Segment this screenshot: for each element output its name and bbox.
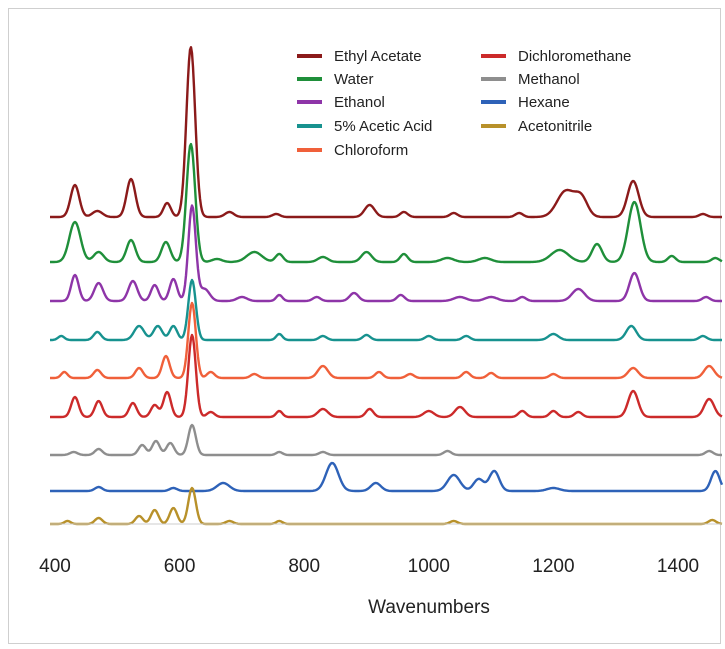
legend-item: Water bbox=[297, 71, 373, 88]
series-line-5-acetic-acid bbox=[49, 278, 723, 342]
series-line-ethanol bbox=[49, 204, 723, 303]
x-tick-label: 1200 bbox=[532, 556, 574, 577]
legend-label: Ethyl Acetate bbox=[334, 48, 422, 65]
chart-frame bbox=[8, 8, 721, 644]
legend-item: Ethyl Acetate bbox=[297, 48, 422, 65]
x-axis-title: Wavenumbers bbox=[368, 597, 490, 618]
series-line-acetonitrile bbox=[49, 486, 723, 526]
legend-label: 5% Acetic Acid bbox=[334, 118, 432, 135]
legend-label: Methanol bbox=[518, 71, 580, 88]
series-line-methanol bbox=[49, 423, 723, 457]
x-tick-label: 400 bbox=[39, 556, 71, 577]
legend-item: Chloroform bbox=[297, 142, 408, 159]
legend-item: Hexane bbox=[481, 94, 570, 111]
series-line-water bbox=[49, 142, 723, 264]
legend-item: Methanol bbox=[481, 71, 580, 88]
legend-label: Dichloromethane bbox=[518, 48, 631, 65]
legend-label: Hexane bbox=[518, 94, 570, 111]
legend-label: Ethanol bbox=[334, 94, 385, 111]
x-tick-label: 1400 bbox=[657, 556, 699, 577]
legend: Ethyl Acetate Water Ethanol 5% Acetic Acid C… bbox=[297, 48, 631, 159]
x-tick-label: 600 bbox=[164, 556, 196, 577]
x-axis-ticks: 400 600 800 1000 1200 1400 bbox=[39, 556, 699, 577]
legend-label: Water bbox=[334, 71, 373, 88]
series-line-hexane bbox=[49, 461, 724, 493]
legend-item: 5% Acetic Acid bbox=[297, 118, 432, 135]
x-tick-label: 800 bbox=[288, 556, 320, 577]
series-line-ethyl-acetate bbox=[49, 46, 723, 219]
legend-item: Dichloromethane bbox=[481, 48, 631, 65]
series-line-chloroform bbox=[49, 301, 723, 380]
legend-label: Acetonitrile bbox=[518, 118, 592, 135]
legend-item: Acetonitrile bbox=[481, 118, 592, 135]
legend-item: Ethanol bbox=[297, 94, 385, 111]
series-line-dichloromethane bbox=[49, 333, 723, 419]
x-tick-label: 1000 bbox=[408, 556, 450, 577]
legend-label: Chloroform bbox=[334, 142, 408, 159]
